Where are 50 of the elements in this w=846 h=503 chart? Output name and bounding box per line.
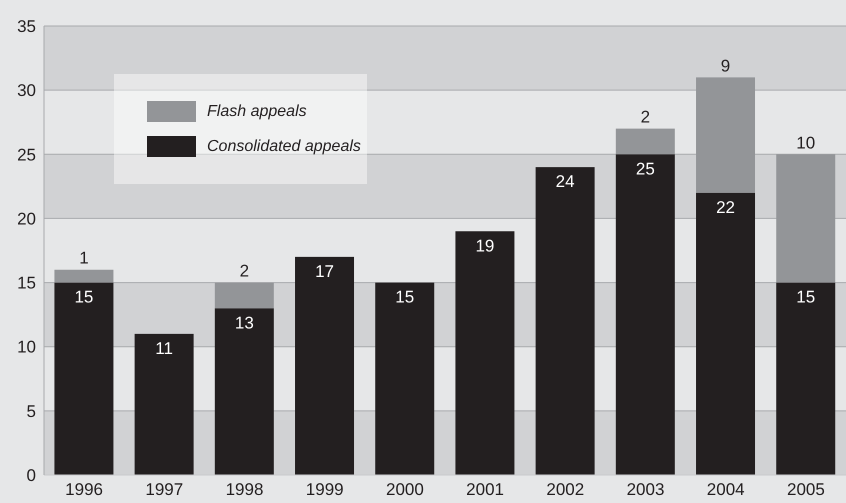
x-tick-label: 1998 <box>226 480 264 500</box>
data-label: 17 <box>315 262 334 281</box>
bar <box>375 282 434 475</box>
data-label: 15 <box>395 288 414 307</box>
x-tick-label: 1996 <box>65 480 104 500</box>
bar <box>696 192 756 475</box>
x-tick-label: 1997 <box>145 480 184 500</box>
data-label: 15 <box>796 288 816 307</box>
bar <box>295 256 354 475</box>
bar <box>214 308 274 475</box>
x-tick-label: 2003 <box>626 480 664 500</box>
y-tick-label: 30 <box>17 81 36 100</box>
bar <box>616 128 675 154</box>
bar <box>54 282 114 475</box>
bar <box>536 167 595 475</box>
bar <box>455 231 514 475</box>
x-tick-label: 2004 <box>706 480 745 500</box>
data-label: 22 <box>716 198 735 217</box>
y-tick-label: 5 <box>26 402 36 421</box>
y-tick-label: 20 <box>17 209 36 228</box>
bar <box>214 282 274 308</box>
x-tick-label: 2002 <box>546 480 584 500</box>
bar <box>696 77 756 193</box>
data-label: 1 <box>79 248 89 268</box>
data-label: 24 <box>556 172 575 192</box>
y-tick-label: 15 <box>17 274 36 293</box>
x-tick-label: 2005 <box>786 480 825 500</box>
data-label: 2 <box>240 262 250 281</box>
data-label: 15 <box>74 288 94 307</box>
legend-label: Consolidated appeals <box>207 138 361 156</box>
bar <box>616 154 675 475</box>
bar <box>54 270 114 283</box>
x-tick-label: 1999 <box>306 480 344 500</box>
y-tick-label: 35 <box>17 17 36 36</box>
y-tick-label: 0 <box>26 466 36 486</box>
data-label: 2 <box>640 108 650 127</box>
x-tick-label: 2000 <box>386 480 424 500</box>
data-label: 11 <box>155 338 173 358</box>
legend-label: Flash appeals <box>207 102 307 120</box>
data-label: 13 <box>234 313 254 332</box>
bar <box>134 334 194 475</box>
data-label: 10 <box>796 133 816 152</box>
bar <box>776 282 836 475</box>
data-label: 25 <box>636 159 655 178</box>
bar <box>776 154 836 283</box>
data-label: 9 <box>720 56 730 76</box>
y-tick-label: 25 <box>17 145 36 164</box>
data-label: 19 <box>475 236 494 256</box>
y-tick-label: 10 <box>17 338 36 357</box>
x-tick-label: 2001 <box>466 480 504 500</box>
